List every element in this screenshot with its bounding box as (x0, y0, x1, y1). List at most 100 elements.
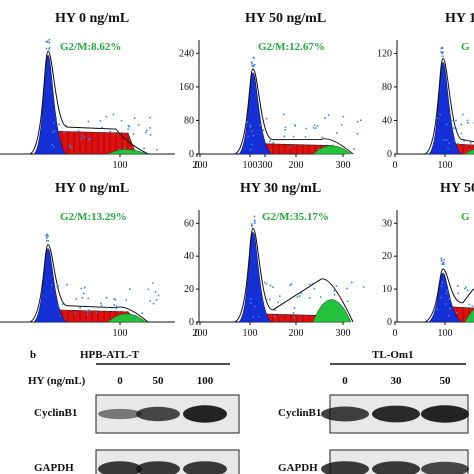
histogram-2: HY 1 G 0 100 0 40 80 120 (377, 11, 474, 171)
histogram-title: HY 50 (440, 181, 474, 196)
data-point (445, 123, 448, 126)
data-point (254, 305, 256, 308)
g2-peak (312, 299, 352, 323)
data-point (149, 133, 152, 136)
data-point (47, 48, 50, 51)
data-point (324, 306, 327, 309)
data-point (125, 299, 128, 301)
data-point (253, 63, 256, 66)
data-point (145, 129, 148, 132)
histogram-1: HY 50 ng/mL G2/M:12.67% 0 100 200 300 0 80 160 24… (179, 11, 362, 171)
data-point (144, 131, 147, 134)
data-point (346, 300, 349, 303)
western-blots: CyclinB1 CyclinB1 GAPDH GAPDH (34, 394, 469, 474)
data-point (312, 127, 315, 129)
data-point (311, 282, 314, 285)
data-point (86, 310, 88, 312)
data-point (55, 116, 58, 119)
data-point (48, 41, 51, 44)
data-point (262, 300, 265, 303)
data-point (333, 293, 336, 296)
g2-peak (312, 145, 352, 155)
data-point (157, 294, 160, 297)
data-point (296, 296, 299, 298)
data-point (278, 313, 281, 316)
data-point (120, 119, 123, 122)
data-point (346, 287, 348, 290)
histogram-title: HY 0 ng/mL (55, 11, 129, 26)
g2m-percentage: G2/M:35.17% (262, 211, 329, 223)
data-point (466, 119, 469, 122)
histogram-title: HY 50 ng/mL (245, 11, 326, 26)
hy-dose-label: HY (ng/mL) (28, 375, 86, 387)
x-tick-label: 0 (195, 160, 200, 171)
data-point (305, 127, 308, 130)
data-point (47, 235, 49, 237)
fit-envelope (234, 227, 354, 323)
data-point (51, 143, 54, 146)
data-point (442, 139, 445, 142)
data-point (463, 140, 465, 142)
band-right (421, 461, 469, 474)
data-point (45, 234, 48, 237)
data-point (338, 307, 341, 310)
g2m-percentage: G2/M:8.62% (60, 41, 121, 53)
data-point (440, 296, 443, 299)
x-tick-label: 300 (258, 160, 273, 171)
data-point (445, 138, 448, 141)
data-point (293, 307, 296, 309)
data-point (467, 122, 469, 124)
data-point (77, 130, 80, 132)
data-point (293, 317, 296, 319)
data-point (80, 287, 83, 290)
data-point (47, 239, 50, 242)
data-point (141, 312, 144, 314)
histogram-title: HY 0 ng/mL (55, 181, 129, 196)
data-point (289, 284, 292, 287)
data-point (154, 290, 157, 293)
y-tick-label: 0 (189, 317, 194, 328)
data-point (249, 297, 252, 300)
left-dose-label: 50 (153, 375, 165, 387)
data-point (269, 284, 272, 287)
data-point (313, 287, 316, 290)
data-point (457, 292, 460, 295)
data-point (278, 295, 281, 298)
data-point (449, 307, 451, 310)
data-point (251, 223, 253, 225)
data-point (259, 124, 261, 126)
data-point (273, 315, 276, 318)
band-left (136, 461, 180, 474)
data-point (440, 47, 443, 50)
data-point (262, 129, 265, 132)
data-point (252, 65, 255, 68)
data-point (444, 303, 447, 305)
data-point (292, 312, 295, 314)
data-point (80, 135, 83, 137)
data-point (87, 297, 90, 300)
y-tick-label: 160 (179, 82, 194, 93)
data-point (115, 307, 117, 310)
data-point (69, 144, 71, 147)
data-point (460, 132, 463, 135)
left-cell-line-label: HPB-ATL-T (80, 349, 140, 361)
y-tick-label: 20 (184, 284, 194, 295)
protein-label-left: GAPDH (34, 462, 74, 474)
y-tick-label: 30 (382, 218, 392, 229)
x-tick-label: 200 (193, 328, 208, 339)
data-point (45, 236, 48, 239)
data-point (46, 233, 49, 236)
data-point (274, 309, 277, 312)
data-point (112, 113, 115, 116)
data-point (128, 288, 131, 291)
data-point (284, 126, 287, 129)
x-tick-label: 100 (438, 328, 453, 339)
data-point (79, 306, 82, 309)
data-point (300, 292, 303, 295)
data-point (109, 130, 111, 133)
data-point (50, 284, 53, 286)
data-point (48, 46, 51, 49)
data-point (132, 317, 135, 319)
